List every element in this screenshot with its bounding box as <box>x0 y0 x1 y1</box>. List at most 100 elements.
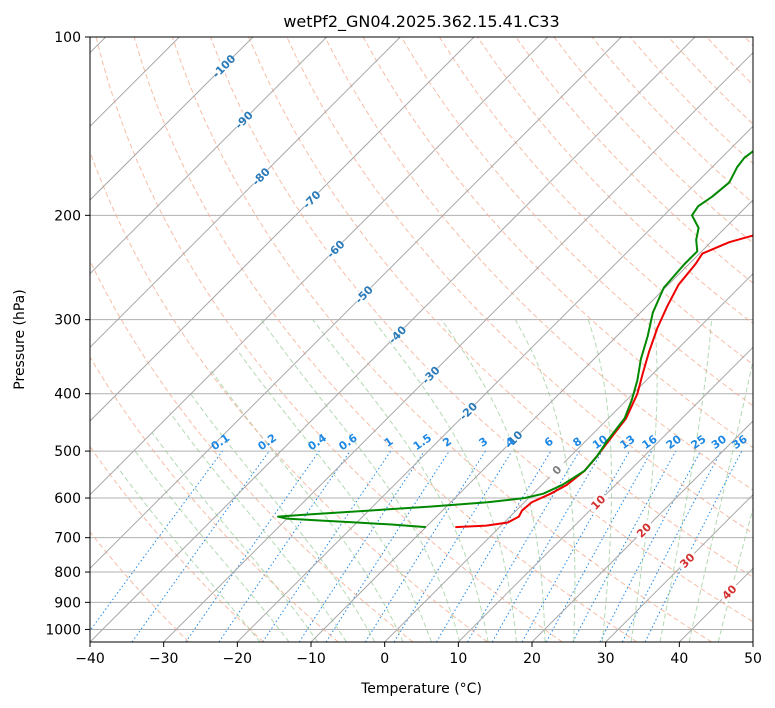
moist-adiabats <box>116 319 753 642</box>
isotherm-label-bg <box>212 54 236 78</box>
mixing-ratio-label: 1 <box>382 435 396 450</box>
plot-frame <box>89 36 754 643</box>
moist-adiabat <box>514 319 576 642</box>
dry-adiabat <box>706 37 753 86</box>
chart-title: wetPf2_GN04.2025.362.15.41.C33 <box>283 12 559 32</box>
dry-adiabat <box>133 37 638 642</box>
dry-adiabat <box>90 445 264 642</box>
isotherm-label-bg <box>456 399 480 423</box>
isotherm-line <box>752 641 753 642</box>
mixing-ratio-label: 6 <box>542 435 556 450</box>
isotherm-line <box>90 37 401 349</box>
x-tick-label: 0 <box>380 651 389 667</box>
moist-adiabat <box>312 319 489 642</box>
mixing-ratio-line <box>545 450 653 642</box>
dry-adiabat <box>90 531 190 642</box>
mixing-ratio-label: 13 <box>617 433 637 452</box>
mixing-ratio-line <box>599 450 701 642</box>
x-tick-label: 40 <box>670 651 688 667</box>
isotherm-line <box>90 37 549 496</box>
isotherm-label-bg <box>249 165 273 188</box>
mixing-ratio-label: 0.4 <box>306 431 330 453</box>
moist-adiabat <box>260 319 461 642</box>
mixing-ratio-line <box>325 450 450 642</box>
isotherm-label-bg <box>502 428 525 451</box>
isotherm-label-bg <box>232 108 256 132</box>
isotherm-line <box>90 37 475 422</box>
mixing-ratio-line <box>393 450 513 642</box>
y-tick-label: 900 <box>54 595 81 611</box>
pressure-gridlines <box>90 37 753 630</box>
mixing-ratio-line <box>262 450 392 642</box>
isotherm-label-bg <box>632 518 656 542</box>
dry-adiabat <box>362 37 753 449</box>
y-tick-label: 800 <box>54 565 81 581</box>
isotherm-label-bg <box>717 580 741 604</box>
isotherm-label-bg <box>352 283 376 306</box>
isotherm-label: -80 <box>250 165 273 188</box>
mixing-ratio-label: 0.1 <box>209 431 232 453</box>
dry-adiabat <box>324 37 753 491</box>
moist-adiabat <box>688 358 753 642</box>
y-axis-ticks: 100 200 300 400 500 600 700 800 900 1000 <box>45 30 90 638</box>
isotherm-line <box>678 567 753 642</box>
isotherm-line <box>457 346 753 642</box>
mixing-ratio-line <box>131 450 270 642</box>
mixing-ratio-line <box>644 450 743 642</box>
isotherm-line <box>163 51 753 642</box>
moist-adiabat <box>717 506 753 642</box>
y-tick-label: 600 <box>54 491 81 507</box>
mixing-ratio-label: 20 <box>664 432 684 452</box>
y-axis-label: Pressure (hPa) <box>12 289 28 389</box>
x-tick-label: −40 <box>75 651 105 667</box>
x-tick-label: 50 <box>744 651 762 667</box>
y-tick-label: 300 <box>54 313 81 329</box>
isotherm-label-bg <box>419 363 442 387</box>
mixing-ratio-line <box>435 450 552 642</box>
mixing-ratio-line <box>90 450 223 632</box>
mixing-ratio-label: 3 <box>477 435 491 450</box>
isotherm-line <box>531 420 753 642</box>
isotherm-label-bg <box>545 458 569 482</box>
dry-adiabat <box>668 37 753 125</box>
isotherm-label-bg <box>385 323 409 346</box>
moist-adiabat <box>587 319 613 642</box>
x-axis-ticks: −40 −30 −20 −10 0 10 20 30 40 50 <box>75 642 762 667</box>
mixing-ratio-line <box>218 450 351 642</box>
x-tick-label: 10 <box>449 651 467 667</box>
moist-adiabat <box>132 448 290 642</box>
y-tick-label: 100 <box>54 30 81 46</box>
moist-adiabat <box>151 432 319 642</box>
dry-adiabat <box>439 37 753 366</box>
dry-adiabats <box>90 37 753 642</box>
x-axis-label: Temperature (°C) <box>360 681 482 697</box>
isotherm-line <box>90 37 254 201</box>
dewpoint-profile <box>277 149 753 529</box>
mixing-ratio-line <box>185 450 320 642</box>
dry-adiabat <box>515 37 753 284</box>
dry-adiabat <box>90 150 488 642</box>
mixing-ratio-line <box>572 450 677 642</box>
profile-series <box>277 149 753 529</box>
isotherm-line <box>310 199 753 642</box>
isotherms <box>90 37 753 642</box>
dry-adiabat <box>400 37 753 407</box>
isotherm-label: -70 <box>300 188 323 211</box>
moist-adiabat <box>169 412 347 642</box>
dry-adiabat <box>744 37 753 47</box>
isotherm-label: -30 <box>419 364 442 387</box>
moist-adiabat <box>659 319 713 642</box>
mixing-ratio-line <box>621 450 722 642</box>
dry-adiabat <box>90 259 414 642</box>
isotherm-line <box>90 37 328 275</box>
dry-adiabat <box>90 356 339 642</box>
isotherm-label: -50 <box>353 283 376 306</box>
moist-adiabat <box>372 319 517 642</box>
mixing-ratio-label: 1.5 <box>411 431 434 453</box>
y-tick-label: 1000 <box>45 622 81 638</box>
x-tick-label: −20 <box>223 651 253 667</box>
moist-adiabat <box>440 319 546 642</box>
isotherm-label-bg <box>675 549 699 572</box>
